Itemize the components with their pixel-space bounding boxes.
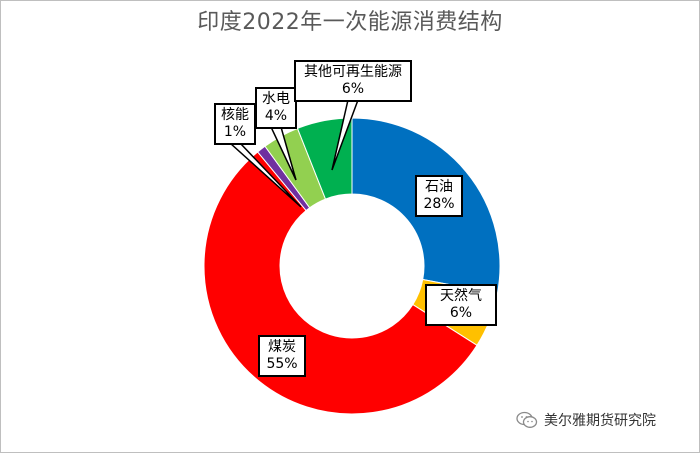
data-label-name: 天然气 — [440, 288, 482, 304]
data-label-name: 水电 — [262, 91, 290, 107]
data-label-name: 煤炭 — [268, 339, 296, 355]
data-label-5: 其他可再生能源 6% — [294, 60, 412, 102]
data-label-3: 核能 1% — [214, 103, 256, 145]
chart-title: 印度2022年一次能源消费结构 — [197, 10, 503, 35]
watermark-text: 美尔雅期货研究院 — [544, 413, 656, 429]
data-label-value: 28% — [423, 196, 455, 212]
data-label-value: 55% — [266, 356, 298, 372]
data-label-name: 其他可再生能源 — [304, 64, 402, 80]
data-label-0: 石油 28% — [415, 175, 463, 217]
data-label-name: 核能 — [221, 107, 249, 123]
data-label-name: 石油 — [425, 179, 453, 195]
data-label-value: 1% — [223, 124, 247, 140]
wechat-icon — [516, 411, 538, 428]
data-label-1: 天然气 6% — [425, 284, 497, 326]
data-label-4: 水电 4% — [255, 87, 297, 129]
data-label-value: 6% — [341, 81, 365, 97]
data-label-2: 煤炭 55% — [258, 335, 306, 377]
data-label-value: 6% — [449, 305, 473, 321]
data-label-value: 4% — [264, 108, 288, 124]
watermark: 美尔雅期货研究院 — [516, 410, 656, 430]
